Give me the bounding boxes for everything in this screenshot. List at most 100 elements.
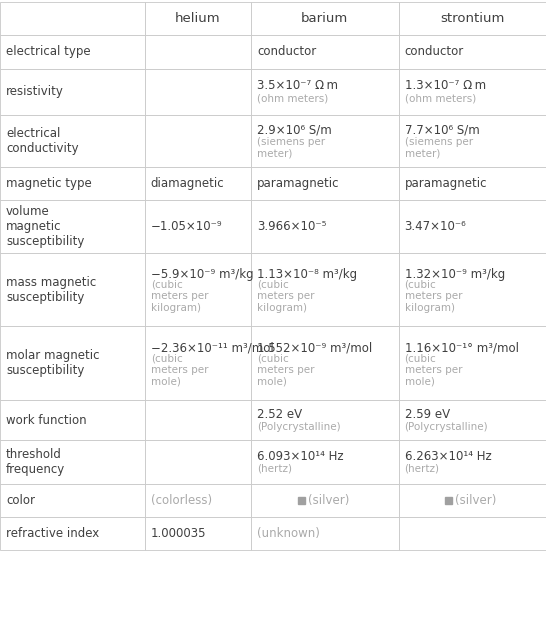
Text: (cubic
meters per
mole): (cubic meters per mole) — [151, 353, 208, 387]
Text: work function: work function — [6, 413, 87, 427]
Bar — [251, 200, 399, 253]
Bar — [251, 400, 399, 440]
Bar — [145, 517, 251, 550]
Bar — [251, 115, 399, 167]
Text: 1.000035: 1.000035 — [151, 527, 206, 540]
Text: conductor: conductor — [405, 45, 464, 58]
Text: (unknown): (unknown) — [257, 527, 320, 540]
Text: refractive index: refractive index — [6, 527, 99, 540]
Bar — [399, 2, 546, 35]
Text: mass magnetic
susceptibility: mass magnetic susceptibility — [6, 276, 96, 304]
Bar — [251, 253, 399, 326]
Bar — [399, 35, 546, 68]
Bar — [251, 2, 399, 35]
Bar — [0, 2, 145, 35]
Bar — [251, 167, 399, 200]
Bar — [0, 35, 145, 68]
Bar — [145, 440, 251, 484]
Text: 1.32×10⁻⁹ m³/kg: 1.32×10⁻⁹ m³/kg — [405, 268, 505, 280]
Text: helium: helium — [175, 12, 221, 25]
Text: (ohm meters): (ohm meters) — [405, 93, 476, 103]
Text: 3.5×10⁻⁷ Ω m: 3.5×10⁻⁷ Ω m — [257, 79, 338, 92]
Text: paramagnetic: paramagnetic — [257, 177, 340, 190]
Text: (silver): (silver) — [308, 494, 349, 507]
Text: 1.13×10⁻⁸ m³/kg: 1.13×10⁻⁸ m³/kg — [257, 268, 357, 280]
Bar — [251, 35, 399, 68]
Bar — [145, 253, 251, 326]
Text: (silver): (silver) — [455, 494, 497, 507]
Text: 2.52 eV: 2.52 eV — [257, 408, 302, 421]
Bar — [0, 115, 145, 167]
Text: (hertz): (hertz) — [405, 464, 440, 474]
Bar — [399, 440, 546, 484]
Bar — [251, 326, 399, 400]
Bar — [399, 400, 546, 440]
Bar — [0, 253, 145, 326]
Text: molar magnetic
susceptibility: molar magnetic susceptibility — [6, 349, 99, 378]
Text: (hertz): (hertz) — [257, 464, 292, 474]
Text: 6.263×10¹⁴ Hz: 6.263×10¹⁴ Hz — [405, 450, 491, 463]
Bar — [0, 200, 145, 253]
Text: diamagnetic: diamagnetic — [151, 177, 224, 190]
Text: paramagnetic: paramagnetic — [405, 177, 487, 190]
Text: conductor: conductor — [257, 45, 317, 58]
Text: (Polycrystalline): (Polycrystalline) — [405, 422, 488, 432]
Text: barium: barium — [301, 12, 348, 25]
Bar — [399, 517, 546, 550]
Bar — [0, 400, 145, 440]
Text: (siemens per
meter): (siemens per meter) — [257, 137, 325, 159]
Bar — [145, 35, 251, 68]
Bar — [145, 326, 251, 400]
Text: (ohm meters): (ohm meters) — [257, 93, 328, 103]
Text: strontium: strontium — [440, 12, 505, 25]
Text: −1.05×10⁻⁹: −1.05×10⁻⁹ — [151, 220, 222, 233]
Text: (Polycrystalline): (Polycrystalline) — [257, 422, 341, 432]
Bar — [399, 484, 546, 517]
Text: threshold
frequency: threshold frequency — [6, 448, 66, 476]
Text: 3.47×10⁻⁶: 3.47×10⁻⁶ — [405, 220, 466, 233]
Bar — [0, 517, 145, 550]
Text: (siemens per
meter): (siemens per meter) — [405, 137, 473, 159]
Bar — [399, 167, 546, 200]
Text: 2.9×10⁶ S/m: 2.9×10⁶ S/m — [257, 124, 332, 136]
Bar — [298, 497, 305, 504]
Text: 2.59 eV: 2.59 eV — [405, 408, 450, 421]
Text: 6.093×10¹⁴ Hz: 6.093×10¹⁴ Hz — [257, 450, 344, 463]
Text: 1.16×10⁻¹° m³/mol: 1.16×10⁻¹° m³/mol — [405, 341, 519, 354]
Text: electrical type: electrical type — [6, 45, 91, 58]
Text: (cubic
meters per
mole): (cubic meters per mole) — [257, 353, 314, 387]
Text: 1.3×10⁻⁷ Ω m: 1.3×10⁻⁷ Ω m — [405, 79, 486, 92]
Text: magnetic type: magnetic type — [6, 177, 92, 190]
Bar — [399, 68, 546, 115]
Text: (cubic
meters per
mole): (cubic meters per mole) — [405, 353, 462, 387]
Bar — [145, 400, 251, 440]
Bar — [399, 115, 546, 167]
Text: −5.9×10⁻⁹ m³/kg: −5.9×10⁻⁹ m³/kg — [151, 268, 253, 280]
Bar — [251, 68, 399, 115]
Text: color: color — [6, 494, 35, 507]
Bar — [145, 200, 251, 253]
Bar — [0, 326, 145, 400]
Bar — [145, 2, 251, 35]
Text: 1.552×10⁻⁹ m³/mol: 1.552×10⁻⁹ m³/mol — [257, 341, 372, 354]
Text: volume
magnetic
susceptibility: volume magnetic susceptibility — [6, 205, 85, 248]
Bar — [251, 484, 399, 517]
Bar — [0, 167, 145, 200]
Bar — [251, 440, 399, 484]
Bar — [145, 484, 251, 517]
Bar — [251, 517, 399, 550]
Text: (colorless): (colorless) — [151, 494, 212, 507]
Bar — [0, 440, 145, 484]
Bar — [145, 115, 251, 167]
Bar — [0, 484, 145, 517]
Text: resistivity: resistivity — [6, 85, 64, 98]
Text: 3.966×10⁻⁵: 3.966×10⁻⁵ — [257, 220, 327, 233]
Bar — [399, 253, 546, 326]
Bar — [145, 167, 251, 200]
Bar — [145, 68, 251, 115]
Text: (cubic
meters per
kilogram): (cubic meters per kilogram) — [405, 280, 462, 313]
Bar — [446, 497, 452, 504]
Text: (cubic
meters per
kilogram): (cubic meters per kilogram) — [151, 280, 208, 313]
Bar — [0, 68, 145, 115]
Bar — [399, 200, 546, 253]
